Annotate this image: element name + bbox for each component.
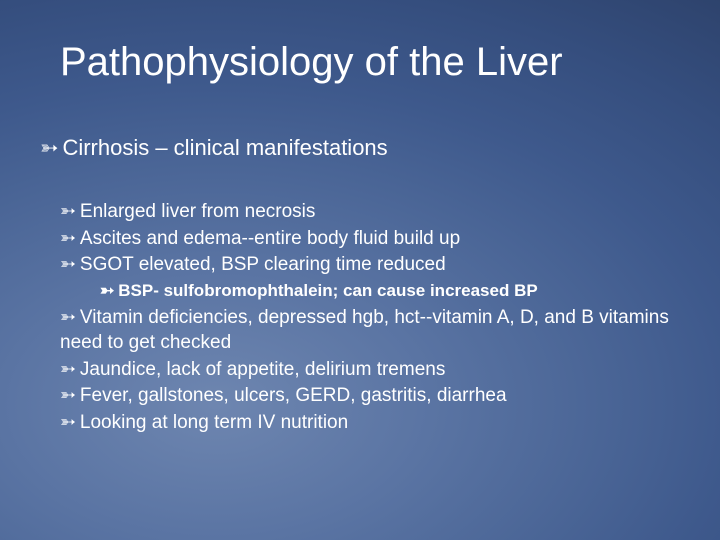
bullet-icon: ➳ [60,253,76,278]
list-item-text: SGOT elevated, BSP clearing time reduced [80,254,446,275]
list-item-text: Looking at long term IV nutrition [80,412,348,433]
slide-title: Pathophysiology of the Liver [60,40,680,85]
list-item: ➳Vitamin deficiencies, depressed hgb, hc… [60,306,680,355]
list-item-text: Ascites and edema--entire body fluid bui… [80,228,460,249]
list-item: ➳Jaundice, lack of appetite, delirium tr… [60,358,680,383]
bullet-icon: ➳ [60,200,76,225]
list-item: ➳SGOT elevated, BSP clearing time reduce… [60,253,680,278]
bullet-icon: ➳ [100,280,114,302]
subtitle-line: ➳Cirrhosis – clinical manifestations [40,135,388,161]
subtitle-text: Cirrhosis – clinical manifestations [62,135,387,160]
body-block: ➳Enlarged liver from necrosis➳Ascites an… [60,200,680,438]
list-item: ➳Enlarged liver from necrosis [60,200,680,225]
list-item-text: Enlarged liver from necrosis [80,201,315,222]
bullet-icon: ➳ [60,384,76,409]
bullet-icon: ➳ [60,306,76,331]
slide: Pathophysiology of the Liver ➳Cirrhosis … [0,0,720,540]
list-item-text: Jaundice, lack of appetite, delirium tre… [80,359,445,380]
bullet-icon: ➳ [60,227,76,252]
list-item: ➳Looking at long term IV nutrition [60,411,680,436]
list-item-text: BSP- sulfobromophthalein; can cause incr… [118,281,537,300]
list-item: ➳Fever, gallstones, ulcers, GERD, gastri… [60,384,680,409]
bullet-icon: ➳ [40,135,58,161]
list-item-text: Fever, gallstones, ulcers, GERD, gastrit… [80,385,507,406]
bullet-icon: ➳ [60,358,76,383]
list-item-text: Vitamin deficiencies, depressed hgb, hct… [60,307,669,353]
list-item: ➳BSP- sulfobromophthalein; can cause inc… [100,280,680,302]
bullet-icon: ➳ [60,411,76,436]
list-item: ➳Ascites and edema--entire body fluid bu… [60,227,680,252]
